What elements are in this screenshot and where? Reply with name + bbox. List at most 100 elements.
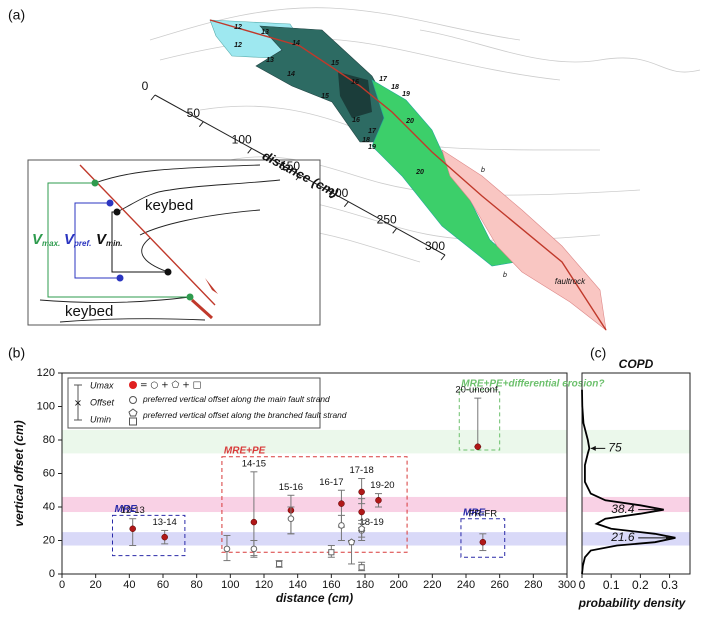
faultrock-zone <box>441 149 607 331</box>
block-label: b <box>503 272 507 279</box>
x-tick-label: 240 <box>457 579 475 591</box>
tick-mark <box>295 174 301 181</box>
tick-mark <box>198 121 204 127</box>
x-tick-label: 60 <box>157 579 169 591</box>
legend-text: Umin <box>90 414 111 424</box>
tick-label: 100 <box>232 133 252 147</box>
x-tick-label: 0 <box>579 578 586 592</box>
offset-point <box>338 522 345 529</box>
annotation-box <box>460 518 506 558</box>
block-label: 17 <box>368 128 377 135</box>
offset-point <box>328 549 335 556</box>
offset-point <box>479 538 487 546</box>
x-tick-label: 0 <box>59 579 65 591</box>
fault-trace <box>209 19 607 331</box>
plot-frame <box>581 372 691 575</box>
y-tick-label: 60 <box>43 467 55 479</box>
block-label: 16 <box>351 79 359 86</box>
panel-label: (a) <box>8 7 25 23</box>
offset-symbol: Vmax. <box>32 231 60 248</box>
annotation-box <box>221 456 408 553</box>
x-tick-label: 180 <box>356 579 374 591</box>
x-tick-label: 260 <box>490 579 508 591</box>
offset-point <box>347 538 356 546</box>
offset-symbol-sub: max. <box>42 239 60 248</box>
panel-label: (b) <box>8 345 25 361</box>
x-tick-label: 0.2 <box>632 578 649 592</box>
block-label: 18 <box>362 137 370 144</box>
offset-point <box>358 488 365 496</box>
block-label: 13 <box>261 29 269 36</box>
annotation-label: MRE <box>463 507 486 518</box>
offset-symbol-letter: V <box>64 231 76 248</box>
vmin-point <box>164 268 172 276</box>
legend-cross: × <box>74 398 82 409</box>
offset-point <box>474 443 482 450</box>
vmax-point <box>186 293 194 301</box>
offset-symbol-letter: V <box>32 231 44 248</box>
offset-point <box>161 533 168 541</box>
x-axis-title: probability density <box>578 596 687 610</box>
block-label: 20 <box>405 118 414 125</box>
x-tick-label: 160 <box>322 579 340 591</box>
point-label: 15-16 <box>279 482 303 493</box>
point-label: 16-17 <box>319 477 343 488</box>
annotation-label: MRE+PE <box>224 445 266 456</box>
legend-dot <box>129 381 137 389</box>
block-label: 12 <box>234 42 242 49</box>
x-tick-label: 140 <box>288 579 306 591</box>
peak-label: 38.4 <box>611 502 635 516</box>
block-label: 14 <box>292 40 300 47</box>
fault-block <box>338 72 372 118</box>
legend-text: Umax <box>90 380 114 390</box>
density-curve <box>581 389 676 575</box>
band <box>62 532 567 546</box>
annotation-box <box>458 389 501 451</box>
band <box>62 429 567 454</box>
point-label: 19-20 <box>370 480 394 491</box>
point-label: FR-FR <box>469 508 498 519</box>
block-label: 20 <box>415 169 424 176</box>
block-label: 15 <box>321 93 329 100</box>
block-label: 14 <box>287 71 295 78</box>
block-label: 17 <box>379 76 388 83</box>
peak-arrowhead <box>654 507 660 513</box>
offset-symbol: Vpref. <box>64 231 91 248</box>
x-tick-label: 40 <box>123 579 135 591</box>
legend-text: preferred vertical offset along the main… <box>142 394 330 404</box>
offset-point <box>358 564 365 571</box>
annotation-box <box>112 514 186 557</box>
block-label: 12 <box>234 24 242 31</box>
x-tick-label: 120 <box>255 579 273 591</box>
slip-arrow <box>200 278 218 294</box>
point-label: 13-14 <box>153 517 177 528</box>
tick-label: 250 <box>377 213 397 227</box>
legend-frame <box>67 377 321 429</box>
block-label: 13 <box>266 57 274 64</box>
legend-circle <box>129 396 137 404</box>
y-tick-label: 120 <box>37 367 55 379</box>
legend-square <box>129 417 137 426</box>
tick-mark <box>247 148 253 154</box>
x-tick-label: 200 <box>389 579 407 591</box>
vmax-bracket <box>47 182 190 298</box>
inset-fault <box>79 164 216 306</box>
offset-point <box>358 524 366 532</box>
offset-point <box>276 560 283 568</box>
x-tick-label: 0.3 <box>661 578 678 592</box>
slip-arrow <box>190 298 214 320</box>
y-tick-label: 80 <box>43 434 55 446</box>
y-tick-label: 40 <box>43 501 55 513</box>
x-tick-label: 280 <box>524 579 542 591</box>
x-tick-label: 220 <box>423 579 441 591</box>
block-label: faultrock <box>555 277 586 286</box>
offset-symbol-sub: pref. <box>73 239 91 248</box>
offset-symbol-letter: V <box>96 231 108 248</box>
offset-point <box>287 515 295 523</box>
tick-mark <box>343 201 349 207</box>
vmin-point <box>113 208 121 216</box>
band <box>582 429 690 454</box>
block-label: b <box>481 167 485 174</box>
y-tick-label: 20 <box>43 534 55 546</box>
